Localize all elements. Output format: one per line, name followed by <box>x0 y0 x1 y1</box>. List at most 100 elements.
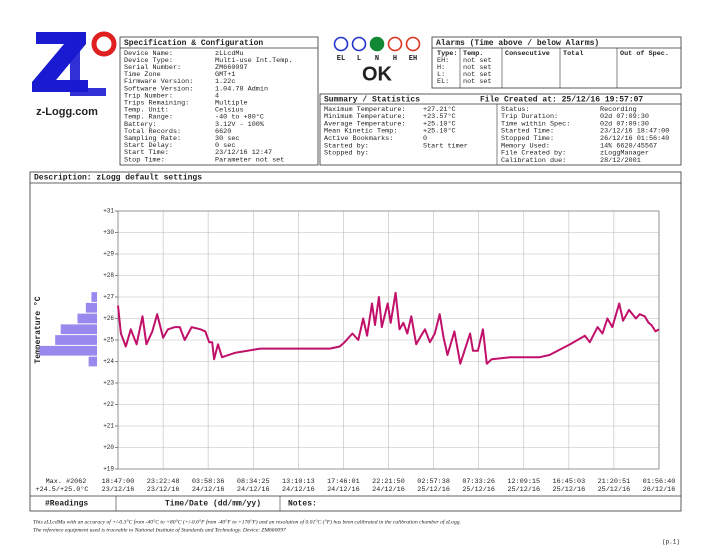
x-tick-date: 25/12/16 <box>598 486 631 494</box>
y-tick-label: +19 <box>103 466 114 473</box>
footer-device: ZM660097 <box>261 527 286 533</box>
spec-value: 1.04.78 Admin <box>215 85 268 93</box>
status-ok: OK <box>362 63 393 85</box>
summary-value: 28/12/2001 <box>600 157 641 165</box>
histogram-bar <box>60 324 97 335</box>
spec-value: 30 sec <box>215 135 239 143</box>
spec-value: 0 sec <box>215 142 235 150</box>
summary-label: Memory Used: <box>501 142 550 150</box>
indicator-light <box>387 36 403 52</box>
y-tick-label: +31 <box>103 208 114 215</box>
summary-label: File Created by: <box>501 150 566 158</box>
footer-line: The reference equipment used is traceabl… <box>33 526 260 533</box>
spec-value: zLLcdMu <box>215 50 244 58</box>
chart-box <box>29 171 682 512</box>
y-tick-label: +27 <box>103 294 114 301</box>
chart-footer-label: Notes: <box>288 500 317 509</box>
file-created: File Created at: 25/12/16 19:57:07 <box>480 96 643 105</box>
x-tick-label: 16:45:03 <box>553 478 586 486</box>
histogram-bar <box>85 302 97 313</box>
y-tick-label: +23 <box>103 380 114 387</box>
spec-value: 3.12V - 100% <box>215 121 265 129</box>
page-number: (p.1) <box>662 539 680 546</box>
spec-label: Trips Remaining: <box>124 99 189 107</box>
summary-value: 0 <box>423 135 427 143</box>
summary-value: +25.10°C <box>423 127 456 136</box>
histogram-bar <box>39 345 97 356</box>
x-tick-date: 24/12/16 <box>327 486 360 494</box>
indicator-light <box>369 36 385 52</box>
alarm-type: EL: <box>437 78 449 86</box>
alarms-header: Total <box>563 50 583 58</box>
alarms-header: Type: <box>437 50 457 58</box>
chart-footer-label: #Readings <box>45 500 88 509</box>
alarm-temp: not set <box>463 71 492 79</box>
chart-title: Description: zLogg default settings <box>34 174 202 183</box>
spec-value: GMT+1 <box>215 71 235 79</box>
summary-value: 02d 07:09:30 <box>600 120 649 128</box>
x-tick-label: 22:21:50 <box>372 478 405 486</box>
summary-value: 14% 6620/45567 <box>600 142 657 150</box>
spec-label: Start Delay: <box>124 142 173 150</box>
alarm-type: H: <box>437 64 445 72</box>
indicator-label: EH <box>409 55 417 63</box>
spec-value: 4 <box>215 92 219 100</box>
spec-label: Sampling Rate: <box>124 135 181 143</box>
summary-value: +23.57°C <box>423 112 456 121</box>
y-tick-label: +28 <box>103 272 114 279</box>
y-tick-label: +20 <box>103 444 114 451</box>
alarm-type: EH: <box>437 57 449 65</box>
summary-label: Trip Duration: <box>501 113 558 121</box>
spec-label: Serial Number: <box>124 64 181 72</box>
histogram-max: Max. #2062 <box>46 478 87 486</box>
y-tick-label: +29 <box>103 251 114 258</box>
alarms-box <box>431 36 682 89</box>
histogram-bar <box>91 292 97 302</box>
x-tick-label: 18:47:00 <box>102 478 135 486</box>
spec-label: Device Name: <box>124 50 173 58</box>
summary-value: 26/12/16 01:56:40 <box>600 135 669 143</box>
summary-label: Average Temperature: <box>324 120 406 128</box>
x-tick-date: 25/12/16 <box>417 486 450 494</box>
temperature-line <box>117 291 660 365</box>
alarm-temp: not set <box>463 57 492 65</box>
spec-label: Start Time: <box>124 149 169 157</box>
x-tick-date: 26/12/16 <box>643 486 676 494</box>
x-tick-date: 25/12/16 <box>507 486 540 494</box>
summary-value: Recording <box>600 106 637 114</box>
x-tick-date: 24/12/16 <box>192 486 225 494</box>
indicator-label: H <box>393 55 397 63</box>
alarm-temp: not set <box>463 64 492 72</box>
summary-label: Calibration due: <box>501 157 566 165</box>
chart-footer-label: Time/Date (dd/mm/yy) <box>165 500 261 509</box>
spec-label: Time Zone <box>124 71 161 79</box>
x-tick-label: 02:57:38 <box>417 478 450 486</box>
summary-label: Active Bookmarks: <box>324 135 393 143</box>
summary-label: Stopped Time: <box>501 135 554 143</box>
spec-value: Celsius <box>215 107 244 115</box>
spec-value: -40 to +80°C <box>215 113 264 122</box>
spec-label: Battery: <box>124 121 157 129</box>
spec-label: Device Type: <box>124 57 173 65</box>
y-axis-label: Temperature °C <box>34 296 43 363</box>
x-tick-label: 08:34:25 <box>237 478 270 486</box>
alarms-header: Out of Spec. <box>620 50 669 58</box>
indicator-light <box>333 36 349 52</box>
y-tick-label: +24 <box>103 358 114 365</box>
summary-title: Summary / Statistics <box>324 96 420 105</box>
footer-line: This zLLcdMu with an accuracy of +/-0.3°… <box>33 518 461 525</box>
logo-graphic <box>32 31 117 96</box>
histogram-bar <box>55 335 97 345</box>
spec-title: Specification & Configuration <box>124 39 263 48</box>
spec-label: Trip Number: <box>124 92 173 100</box>
indicator-label: EL <box>337 55 345 63</box>
y-tick-label: +25 <box>103 337 114 344</box>
histogram-bar <box>77 313 97 324</box>
spec-label: Total Records: <box>124 128 181 136</box>
x-tick-label: 21:20:51 <box>598 478 631 486</box>
x-tick-label: 03:58:36 <box>192 478 225 486</box>
x-tick-date: 24/12/16 <box>372 486 405 494</box>
summary-value: +27.21°C <box>423 105 456 114</box>
x-tick-label: 12:09:15 <box>507 478 540 486</box>
summary-value: +25.10°C <box>423 119 456 128</box>
